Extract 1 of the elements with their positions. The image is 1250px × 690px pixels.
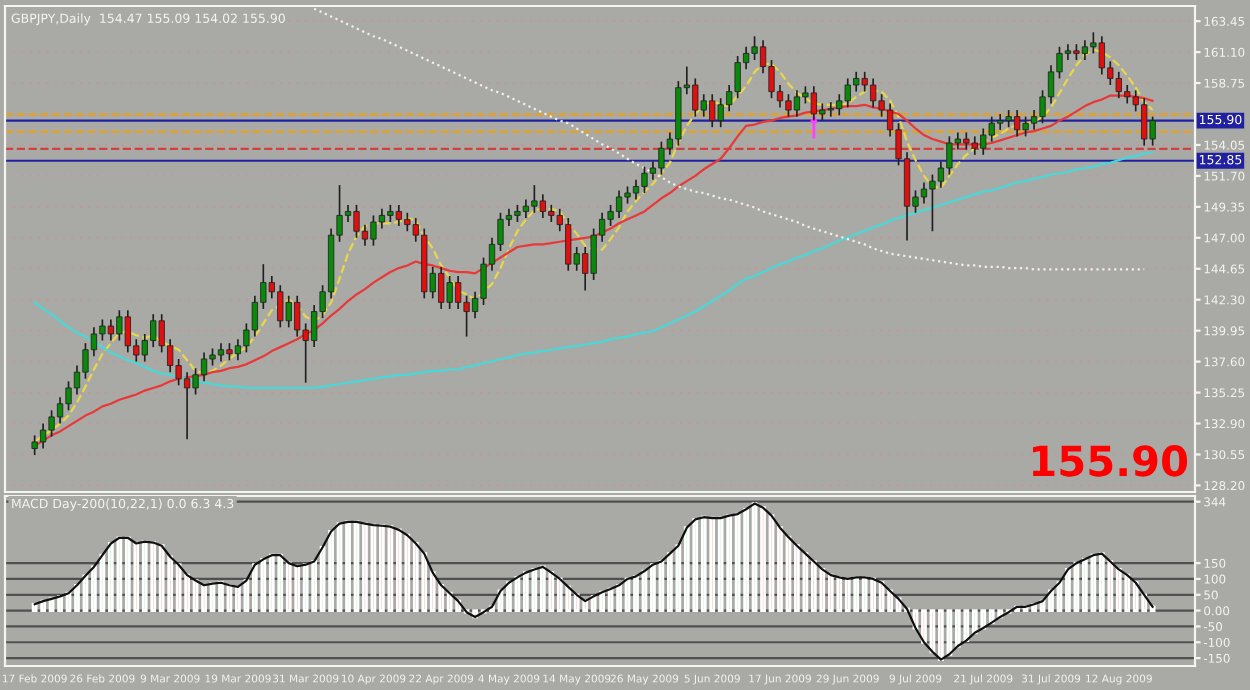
annotation: 155.90 (1032, 445, 1188, 477)
